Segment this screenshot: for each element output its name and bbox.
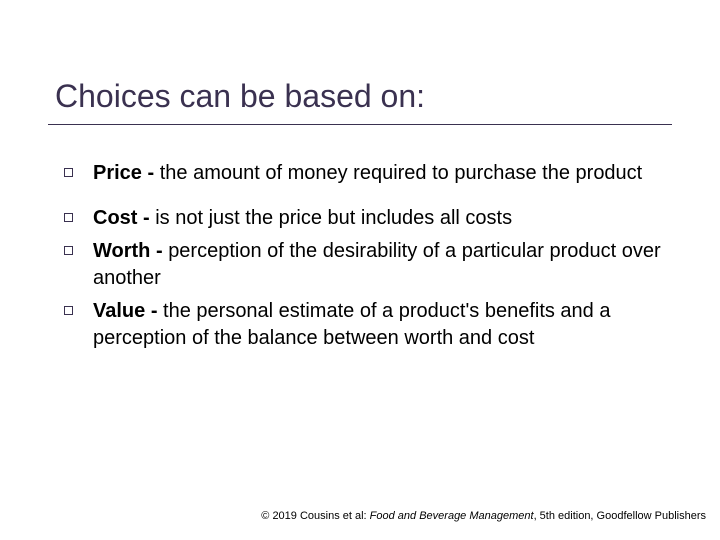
bullet-term: Price xyxy=(93,162,142,184)
title-underline xyxy=(48,124,672,125)
bullet-term: Worth xyxy=(93,240,150,262)
bullet-sep: - xyxy=(150,240,168,262)
footer-suffix: , 5th edition, Goodfellow Publishers xyxy=(534,510,706,522)
footer-book-title: Food and Beverage Management xyxy=(370,510,534,522)
bullet-text: Cost - is not just the price but include… xyxy=(93,205,664,232)
list-item: Cost - is not just the price but include… xyxy=(64,205,664,232)
list-item: Value - the personal estimate of a produ… xyxy=(64,298,664,352)
bullet-sep: - xyxy=(145,300,163,322)
bullet-list: Price - the amount of money required to … xyxy=(64,160,664,370)
list-item: Worth - perception of the desirability o… xyxy=(64,238,664,292)
bullet-term: Cost xyxy=(93,207,137,229)
copyright-footer: © 2019 Cousins et al: Food and Beverage … xyxy=(261,510,706,522)
bullet-text: Value - the personal estimate of a produ… xyxy=(93,298,664,352)
bullet-sep: - xyxy=(137,207,155,229)
slide: Choices can be based on: Price - the amo… xyxy=(0,0,720,540)
bullet-def: is not just the price but includes all c… xyxy=(155,207,512,229)
slide-title: Choices can be based on: xyxy=(55,78,425,115)
bullet-term: Value xyxy=(93,300,145,322)
square-bullet-icon xyxy=(64,306,73,315)
square-bullet-icon xyxy=(64,246,73,255)
bullet-def: the amount of money required to purchase… xyxy=(160,162,643,184)
bullet-sep: - xyxy=(142,162,160,184)
bullet-def: perception of the desirability of a part… xyxy=(93,240,661,289)
bullet-text: Worth - perception of the desirability o… xyxy=(93,238,664,292)
list-item: Price - the amount of money required to … xyxy=(64,160,664,187)
footer-prefix: © 2019 Cousins et al: xyxy=(261,510,369,522)
square-bullet-icon xyxy=(64,168,73,177)
bullet-text: Price - the amount of money required to … xyxy=(93,160,664,187)
square-bullet-icon xyxy=(64,213,73,222)
bullet-def: the personal estimate of a product's ben… xyxy=(93,300,610,349)
